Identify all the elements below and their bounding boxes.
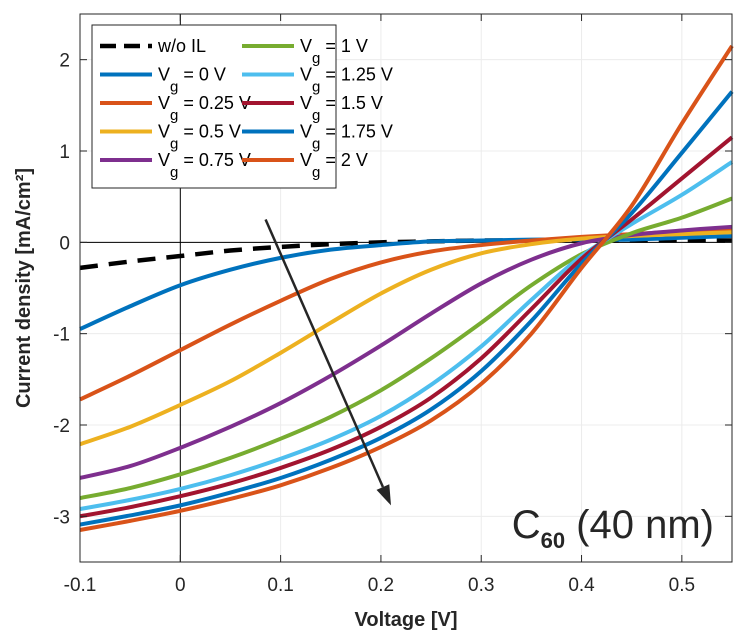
series-line-5 [79, 196, 733, 501]
legend-label-7: Vg = 1.5 V [300, 93, 383, 124]
series-line-9 [79, 44, 734, 532]
arrow-shaft [264, 218, 385, 488]
y-tick-label: -1 [53, 325, 70, 346]
x-tick-label: -0.1 [64, 575, 97, 596]
y-tick-label: -3 [53, 507, 70, 528]
y-tick-label: 0 [59, 233, 70, 254]
plot-frame [79, 13, 733, 563]
series-line-1 [79, 233, 733, 331]
legend-label-5: Vg = 1 V [300, 36, 368, 67]
ticks: -0.1 0 0.1 0.2 0.3 0.4 0.5 -3 -2 -1 0 1 2 [53, 14, 732, 596]
series-line-6 [79, 160, 734, 511]
legend-label-9: Vg = 2 V [300, 150, 368, 181]
legend-label-2: Vg = 0.25 V [158, 93, 251, 124]
legend-label-4: Vg = 0.75 V [158, 150, 251, 181]
legend-label-3: Vg = 0.5 V [158, 122, 241, 153]
x-tick-label: 0.4 [568, 575, 595, 596]
series-line-8 [79, 90, 734, 527]
x-tick-label: 0.3 [468, 575, 494, 596]
y-tick-label: 1 [59, 142, 70, 163]
legend-label-0: w/o IL [157, 36, 206, 56]
legend-label-6: Vg = 1.25 V [300, 65, 393, 96]
x-tick-label: 0.5 [669, 575, 695, 596]
x-tick-label: 0.2 [368, 575, 394, 596]
y-tick-label: 2 [59, 51, 70, 72]
x-axis-label: Voltage [V] [355, 609, 458, 631]
x-tick-label: 0.1 [267, 575, 293, 596]
arrow-head [376, 484, 391, 506]
legend-label-8: Vg = 1.75 V [300, 122, 393, 153]
x-tick-label: 0 [175, 575, 186, 596]
y-tick-label: -2 [53, 416, 70, 437]
series-layer [79, 44, 734, 532]
y-axis-label: Current density [mA/cm²] [13, 168, 35, 408]
legend-label-1: Vg = 0 V [158, 65, 226, 96]
trend-arrow [264, 218, 391, 506]
material-annotation: C60 (40 nm) [512, 503, 714, 553]
series-line-7 [79, 135, 734, 519]
